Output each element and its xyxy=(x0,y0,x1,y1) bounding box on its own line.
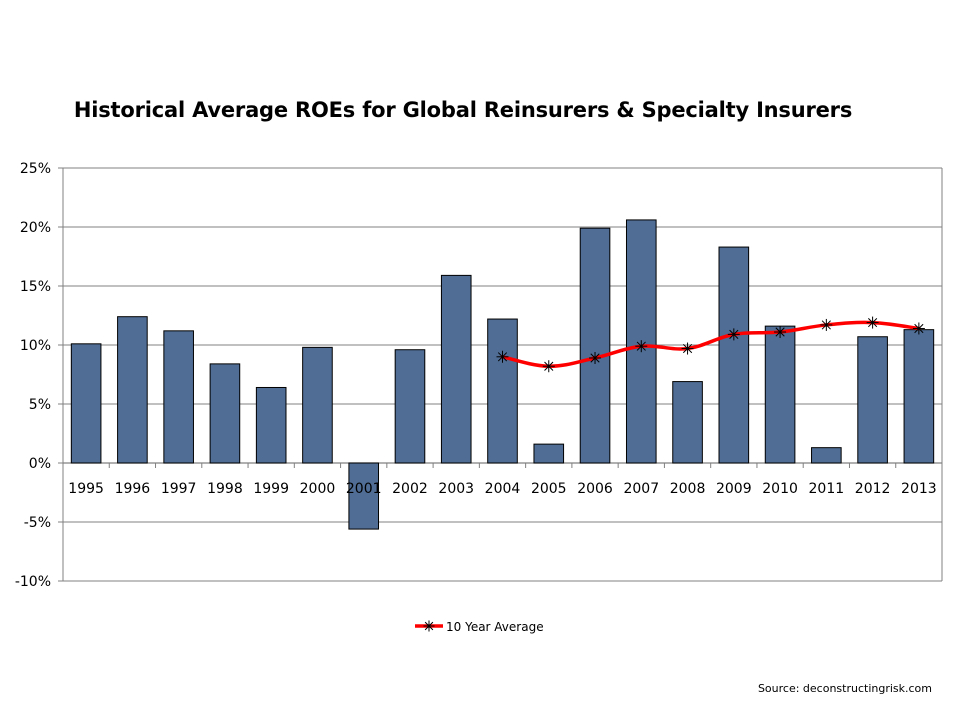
legend-marker-icon xyxy=(423,620,435,632)
x-tick-label: 2007 xyxy=(623,481,659,497)
legend-star xyxy=(423,620,435,632)
x-tick-label: 2005 xyxy=(531,481,567,497)
x-tick-label: 1997 xyxy=(161,481,197,497)
y-tick-label: 10% xyxy=(20,338,51,354)
bar-2003 xyxy=(440,274,472,464)
source-note: Source: deconstructingrisk.com xyxy=(757,682,932,695)
bar-2001 xyxy=(348,462,380,530)
bar-1997 xyxy=(163,330,194,464)
x-tick-label: 2002 xyxy=(392,481,428,497)
bar-2012 xyxy=(857,336,888,464)
x-tick-label: 2000 xyxy=(300,481,336,497)
x-tick-label: 1996 xyxy=(115,481,151,497)
line-point-marker xyxy=(681,342,694,355)
x-tick-labels: 1995 1996 1997 1998 1999 2000 2001 2002 2003 2004… xyxy=(68,481,936,497)
line-point-marker xyxy=(542,360,555,373)
line-point-marker xyxy=(635,340,648,353)
bar-2009 xyxy=(718,246,750,464)
x-tick-label: 2009 xyxy=(716,481,752,497)
line-point-marker xyxy=(820,318,833,331)
y-tick-label: 15% xyxy=(20,279,51,295)
bar-2013 xyxy=(903,329,935,464)
bar-1998 xyxy=(209,363,241,464)
y-tick-labels: -10% -5% 0% 5% 10% 15% 20% 25% xyxy=(15,161,51,590)
y-tick-label: 25% xyxy=(20,161,51,177)
x-tick-label: 2006 xyxy=(577,481,613,497)
x-tick-label: 2012 xyxy=(855,481,891,497)
legend-label: 10 Year Average xyxy=(446,620,544,634)
x-tick-label: 2011 xyxy=(809,481,845,497)
bar-1996 xyxy=(117,316,148,464)
y-tick-label: 5% xyxy=(29,397,51,413)
bar-2011 xyxy=(811,447,842,464)
y-tick-label: 20% xyxy=(20,220,51,236)
bar-series xyxy=(70,219,935,530)
line-point-marker xyxy=(727,328,740,341)
bar-1999 xyxy=(255,386,287,464)
x-tick-label: 2001 xyxy=(346,481,382,497)
legend: 10 Year Average xyxy=(415,620,544,634)
bar-2002 xyxy=(394,349,426,464)
line-point-marker xyxy=(912,322,925,335)
x-tick-label: 1999 xyxy=(253,481,289,497)
bar-2005 xyxy=(533,443,565,464)
y-tick-label: -10% xyxy=(15,574,51,590)
bar-2000 xyxy=(302,346,333,464)
line-point-marker xyxy=(774,326,787,339)
bar-2010 xyxy=(764,325,796,464)
x-tick-label: 2013 xyxy=(901,481,937,497)
bar-1995 xyxy=(70,343,102,464)
line-series xyxy=(496,316,925,373)
bar-2008 xyxy=(672,381,703,464)
x-tick-label: 2004 xyxy=(485,481,521,497)
line-point-marker xyxy=(866,316,879,329)
x-tick-label: 2008 xyxy=(670,481,706,497)
x-tick-label: 2010 xyxy=(762,481,798,497)
line-point-marker xyxy=(496,350,509,363)
y-tick-label: -5% xyxy=(24,515,51,531)
chart-title: Historical Average ROEs for Global Reins… xyxy=(73,98,853,122)
bar-2004 xyxy=(487,318,518,464)
line-point-marker xyxy=(589,351,602,364)
x-tick-label: 2003 xyxy=(438,481,474,497)
x-tick-label: 1995 xyxy=(68,481,104,497)
x-tick-label: 1998 xyxy=(207,481,243,497)
bar-2006 xyxy=(579,227,611,464)
line-10-year-average xyxy=(500,320,921,368)
y-tick-label: 0% xyxy=(29,456,51,472)
